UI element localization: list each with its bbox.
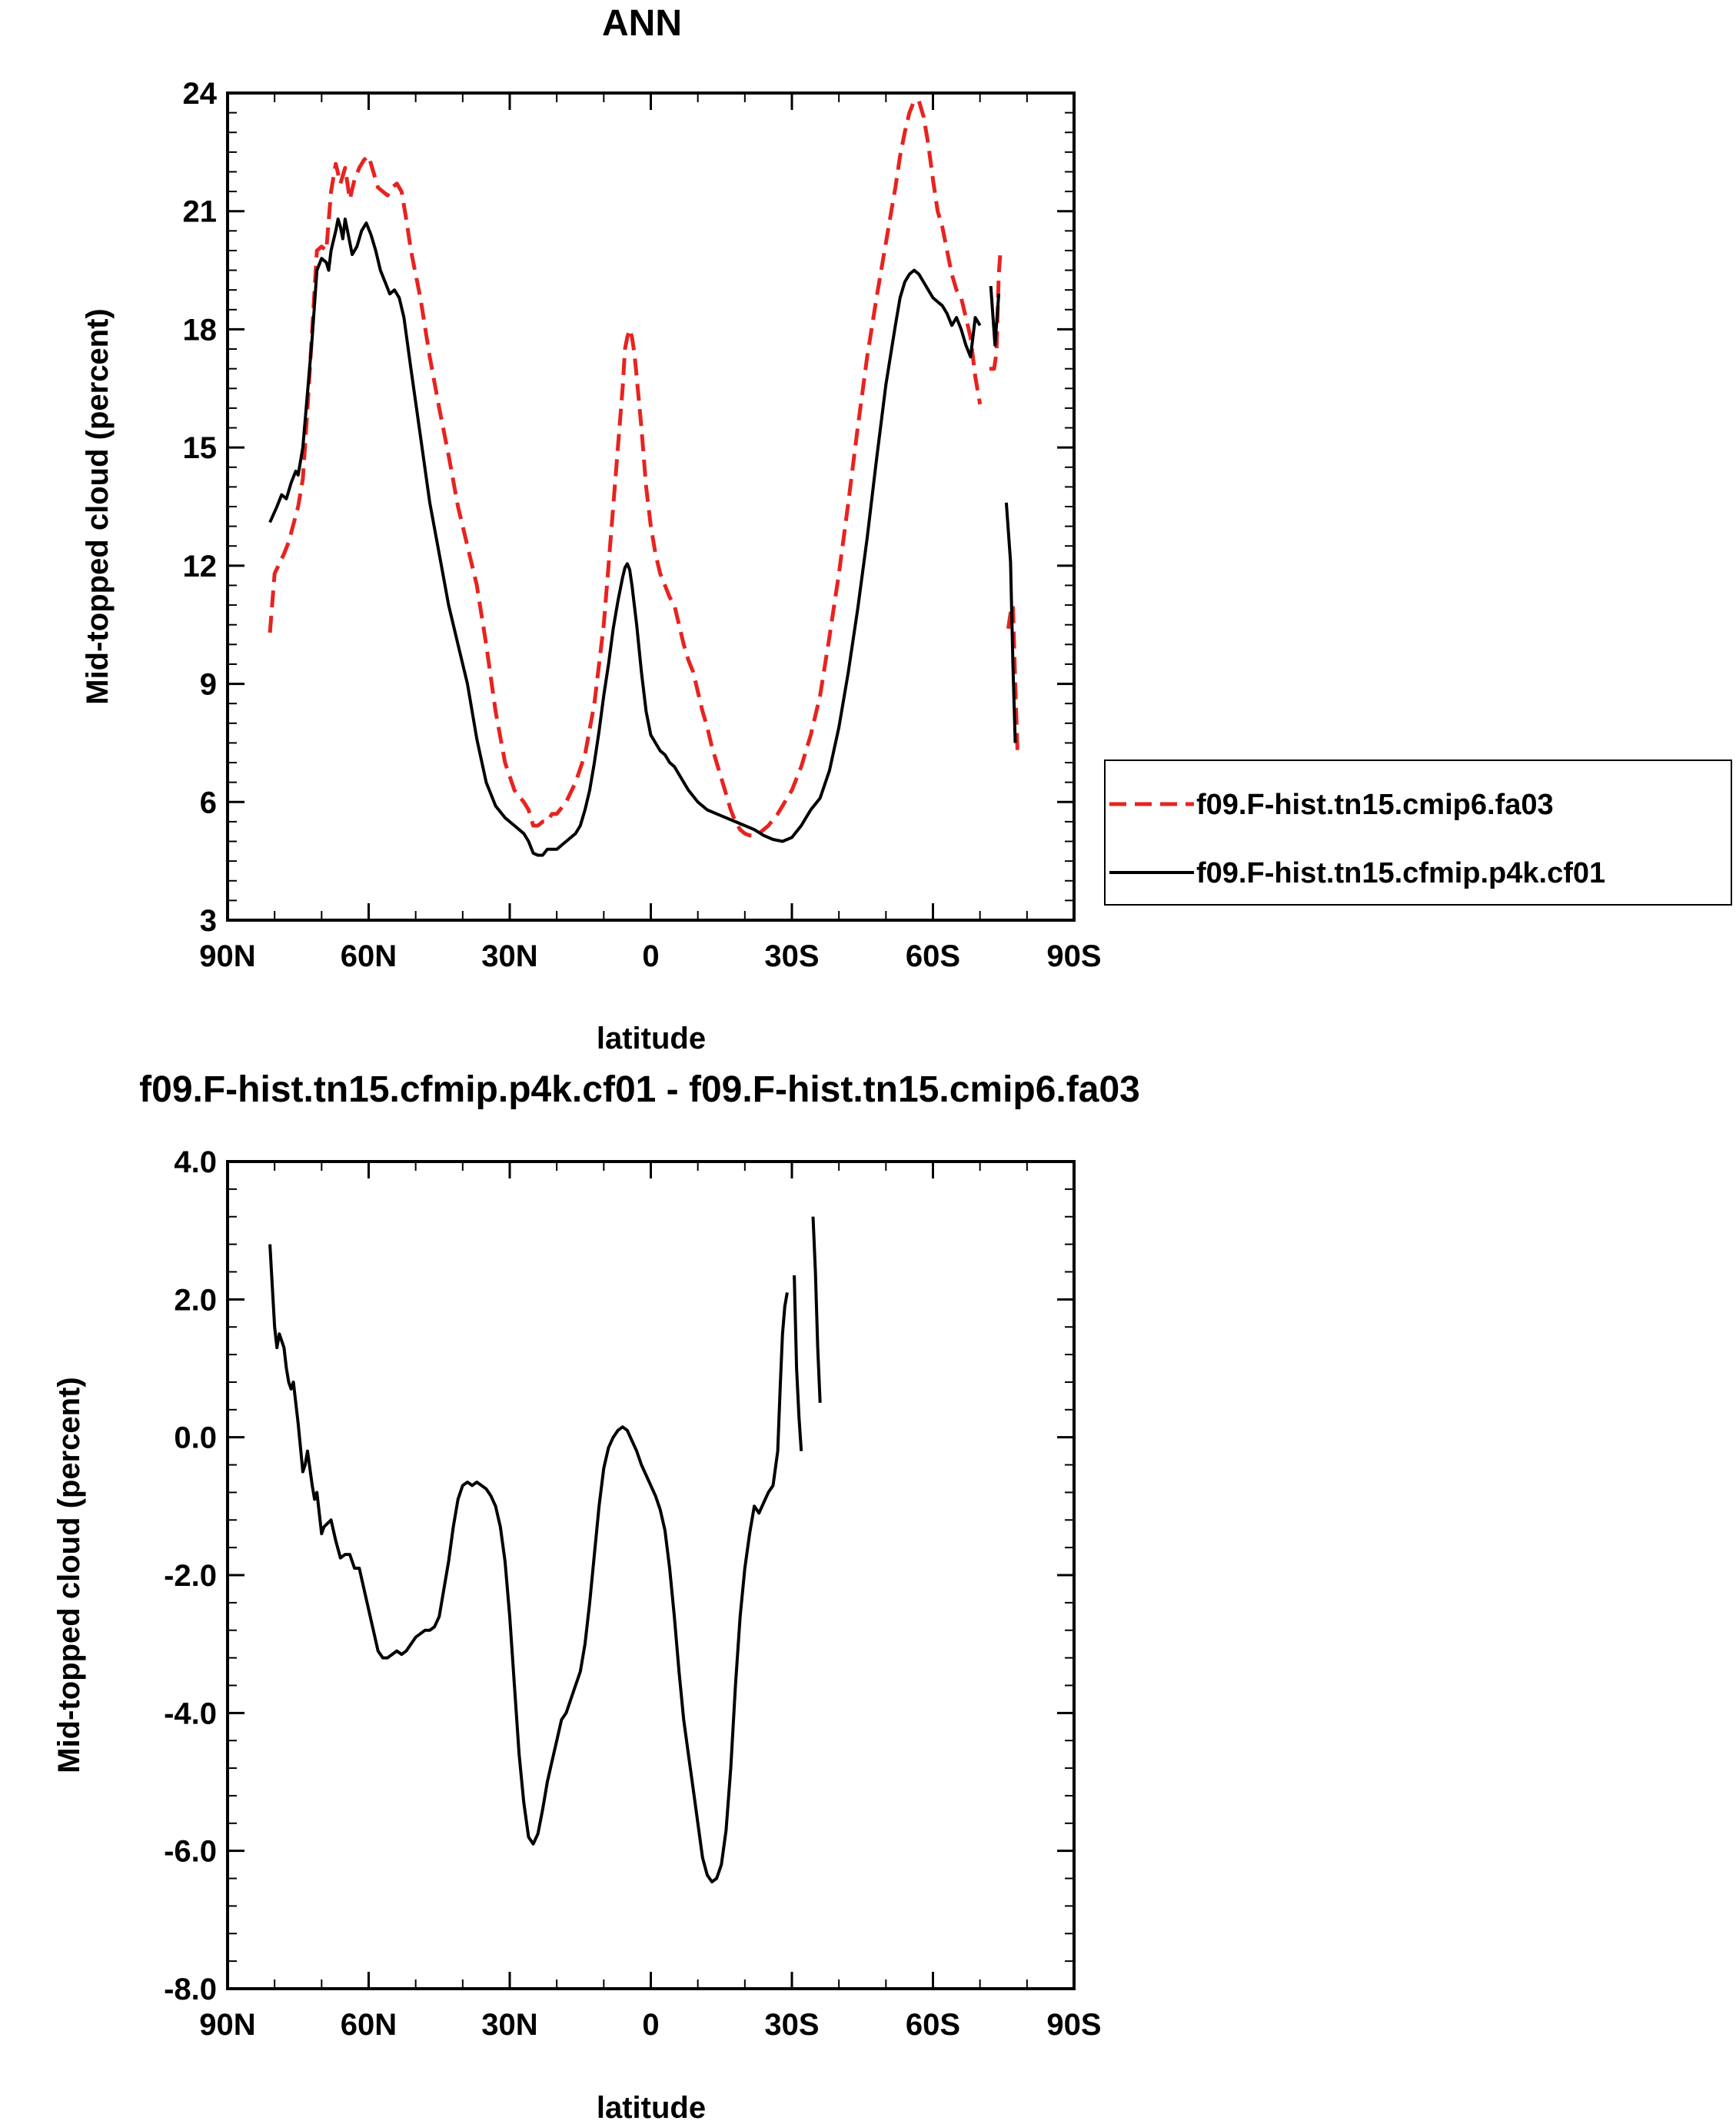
top-x-tick-label: 60N xyxy=(341,939,397,973)
bottom-y-ticks: -8.0 -6.0 -4.0 -2.0 0.0 2.0 4.0 xyxy=(164,1145,1074,2006)
bottom-series-lines xyxy=(268,1216,822,1883)
bottom-x-tick-label: 0 xyxy=(642,2008,659,2042)
top-x-tick-label: 30S xyxy=(764,939,819,973)
bottom-y-tick-label: 0.0 xyxy=(174,1421,217,1455)
bottom-y-tick-label: 4.0 xyxy=(174,1145,217,1179)
top-y-tick-label: 3 xyxy=(200,904,217,938)
top-series-lines xyxy=(268,98,1020,857)
bottom-y-tick-label: -4.0 xyxy=(164,1697,217,1730)
bottom-y-axis-label: Mid-topped cloud (percent) xyxy=(52,1377,86,1773)
bottom-plot-frame xyxy=(226,1160,1076,1990)
bottom-y-tick-label: -6.0 xyxy=(164,1835,217,1869)
top-chart: ANN 3 6 9 12 15 18 21 24 90N 60N 30N 0 30S 60S 90S la… xyxy=(81,3,1732,1055)
top-x-ticks: 90N 60N 30N 0 30S 60S 90S xyxy=(199,93,1102,973)
top-x-tick-label: 30N xyxy=(481,939,537,973)
legend-label-p4k: f09.F-hist.tn15.cfmip.p4k.cf01 xyxy=(1196,857,1605,889)
top-x-axis-label: latitude xyxy=(597,1022,706,1055)
bottom-y-tick-label: -2.0 xyxy=(164,1559,217,1593)
top-series-1-line xyxy=(1004,502,1017,743)
bottom-y-tick-label: -8.0 xyxy=(164,1973,217,2006)
bottom-x-ticks: 90N 60N 30N 0 30S 60S 90S xyxy=(199,1162,1102,2042)
top-y-tick-label: 18 xyxy=(183,313,218,347)
top-y-axis-label: Mid-topped cloud (percent) xyxy=(81,308,115,705)
bottom-x-tick-label: 60N xyxy=(341,2008,397,2042)
bottom-x-tick-label: 60S xyxy=(906,2008,960,2042)
legend-label-cmip6: f09.F-hist.tn15.cmip6.fa03 xyxy=(1196,789,1554,821)
bottom-series-0-line xyxy=(268,1244,789,1883)
legend: f09.F-hist.tn15.cmip6.fa03 f09.F-hist.tn… xyxy=(1104,760,1732,906)
bottom-series-0-line xyxy=(793,1275,803,1451)
top-chart-title: ANN xyxy=(602,3,682,44)
bottom-y-tick-label: 2.0 xyxy=(174,1283,217,1317)
top-series-0-line xyxy=(1006,603,1020,755)
bottom-chart-title: f09.F-hist.tn15.cfmip.p4k.cf01 - f09.F-h… xyxy=(139,1069,1140,1110)
bottom-x-tick-label: 30S xyxy=(764,2008,819,2042)
top-x-tick-label: 0 xyxy=(642,939,659,973)
top-plot-frame xyxy=(226,91,1076,922)
bottom-x-tick-label: 30N xyxy=(481,2008,537,2042)
bottom-x-tick-label: 90N xyxy=(199,2008,255,2042)
legend-box xyxy=(1104,760,1732,906)
top-x-tick-label: 90S xyxy=(1046,939,1101,973)
top-y-tick-label: 6 xyxy=(200,786,217,819)
bottom-series-0-line xyxy=(811,1216,822,1403)
bottom-x-tick-label: 90S xyxy=(1046,2008,1101,2042)
top-series-1-line xyxy=(989,285,1001,347)
top-y-tick-label: 9 xyxy=(200,668,217,702)
top-x-tick-label: 90N xyxy=(199,939,255,973)
top-x-tick-label: 60S xyxy=(906,939,960,973)
top-y-tick-label: 12 xyxy=(183,550,218,583)
top-y-tick-label: 21 xyxy=(183,195,218,229)
top-series-0-line xyxy=(268,98,983,838)
bottom-chart: f09.F-hist.tn15.cfmip.p4k.cf01 - f09.F-h… xyxy=(52,1069,1140,2124)
top-y-ticks: 3 6 9 12 15 18 21 24 xyxy=(183,77,1074,938)
top-series-0-line xyxy=(989,254,1003,371)
top-y-tick-label: 15 xyxy=(183,431,218,465)
bottom-x-axis-label: latitude xyxy=(597,2091,706,2124)
top-y-tick-label: 24 xyxy=(183,77,218,111)
top-series-1-line xyxy=(268,218,982,857)
